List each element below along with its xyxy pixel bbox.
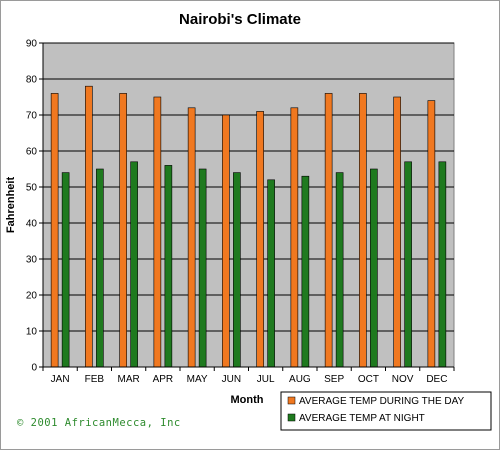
bar-night (370, 168, 378, 368)
x-tick-label: OCT (358, 374, 379, 385)
bar-day (85, 85, 93, 368)
x-tick-label: SEP (324, 374, 344, 385)
bar-day (393, 96, 401, 368)
bar-night (233, 172, 241, 368)
bar-night (96, 168, 104, 368)
y-tick-label: 30 (26, 255, 38, 266)
plot-area: 0 10 20 30 40 50 60 70 80 90 JAN FEB MAR APR MAY JUN JUL… (26, 39, 455, 385)
bar-day (153, 96, 162, 368)
y-tick-label: 20 (26, 291, 38, 302)
x-tick-label: MAR (118, 374, 140, 385)
bar-day (119, 93, 127, 368)
x-axis-label: Month (231, 394, 264, 406)
x-tick-label: DEC (426, 374, 447, 385)
x-tick-label: JUN (222, 374, 241, 385)
legend-swatch-night (287, 413, 296, 422)
y-tick-label: 70 (26, 111, 38, 122)
y-tick-label: 40 (26, 219, 38, 230)
bar-night (404, 161, 412, 368)
legend-label-night: AVERAGE TEMP AT NIGHT (299, 413, 425, 424)
x-tick-label: APR (153, 374, 174, 385)
x-tick-label: AUG (289, 374, 311, 385)
bar-night (267, 179, 275, 368)
bar-night (335, 172, 344, 368)
bar-day (50, 93, 59, 368)
y-tick-label: 90 (26, 39, 38, 50)
x-tick-label: MAY (187, 374, 208, 385)
bar-night (130, 161, 138, 368)
bar-day (256, 111, 264, 368)
y-tick-label: 0 (31, 363, 37, 374)
x-tick-label: JAN (51, 374, 70, 385)
y-axis-label: Fahrenheit (5, 177, 17, 234)
copyright-text: © 2001 AfricanMecca, Inc (17, 417, 181, 429)
bar-day (290, 107, 299, 368)
bar-night (61, 172, 70, 368)
bar-day (187, 107, 196, 368)
plot-background (42, 42, 455, 368)
y-tick-label: 50 (26, 183, 38, 194)
bar-night (301, 175, 310, 368)
bar-day (359, 93, 367, 368)
y-tick-label: 60 (26, 147, 38, 158)
legend-box (280, 391, 492, 431)
y-tick-label: 10 (26, 327, 38, 338)
legend: AVERAGE TEMP DURING THE DAY AVERAGE TEMP… (280, 391, 492, 431)
x-tick-label: NOV (392, 374, 414, 385)
bar-night (164, 165, 173, 368)
bar-night (438, 161, 447, 368)
bar-day (222, 114, 230, 368)
bar-day (427, 100, 436, 368)
legend-swatch-day (287, 396, 296, 405)
bar-night (198, 168, 207, 368)
x-tick-label: FEB (85, 374, 105, 385)
x-tick-label: JUL (257, 374, 275, 385)
legend-label-day: AVERAGE TEMP DURING THE DAY (299, 396, 465, 407)
bar-day (324, 93, 333, 368)
chart-title: Nairobi's Climate (179, 11, 301, 28)
y-tick-label: 80 (26, 75, 38, 86)
